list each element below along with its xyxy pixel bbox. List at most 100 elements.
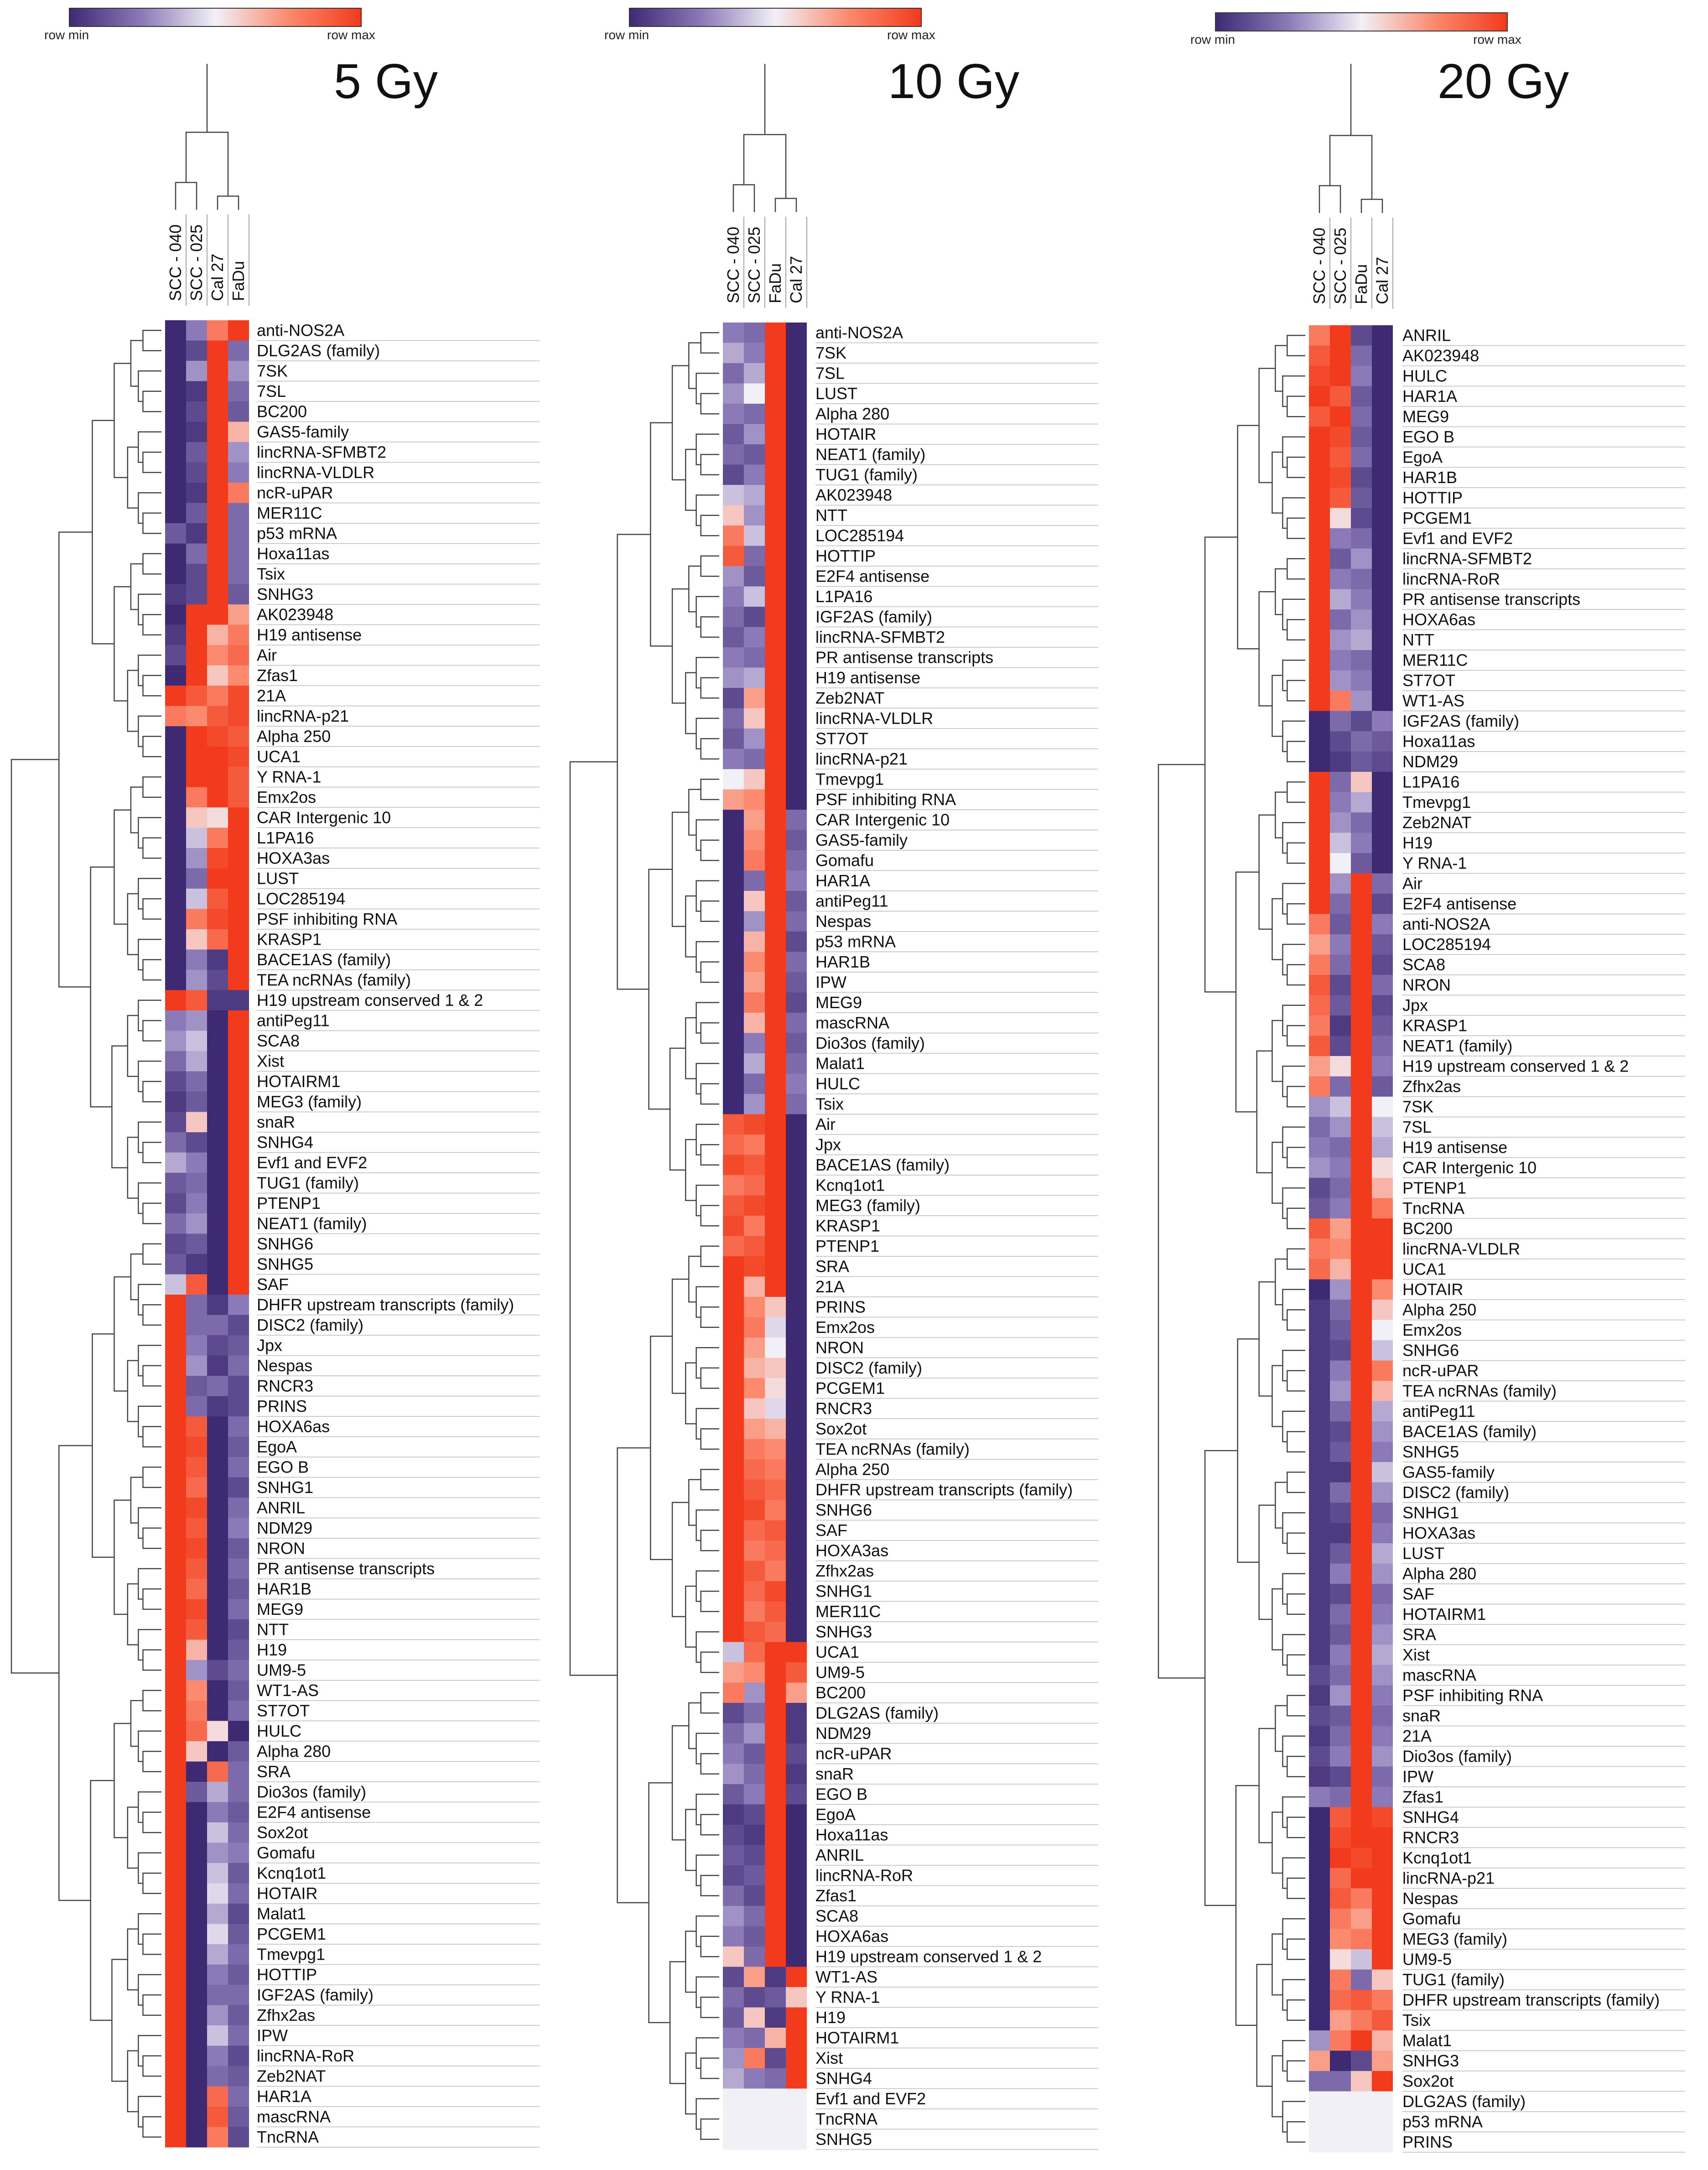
dendrogram-branch: [696, 494, 719, 526]
row-label: PSF inhibiting RNA: [1402, 1686, 1543, 1705]
dendrogram-branch: [1282, 1918, 1305, 1950]
heatmap-cell: [1351, 1401, 1372, 1422]
heatmap-cell: [207, 1518, 228, 1539]
dendrogram-branch: [217, 195, 239, 210]
heatmap-cell: [1372, 1847, 1393, 1868]
row-label: Hoxa11as: [1402, 732, 1475, 751]
heatmap-cell: [1372, 914, 1393, 935]
heatmap-cell: [1309, 1624, 1330, 1645]
dendrogram-branch: [142, 1202, 161, 1224]
heatmap-cell: [228, 1701, 249, 1721]
heatmap-cell: [186, 645, 207, 666]
row-label: HOTAIR: [257, 1884, 317, 1903]
heatmap-cell: [786, 1540, 807, 1561]
heatmap-cell: [765, 1398, 786, 1419]
heatmap-cell: [186, 442, 207, 463]
heatmap-cell: [744, 505, 765, 526]
heatmap-cell: [228, 2025, 249, 2046]
heatmap-cell: [723, 870, 744, 891]
row-label: SNHG4: [1402, 1808, 1459, 1827]
heatmap-cell: [1351, 1178, 1372, 1198]
dendrogram-branch: [1272, 1811, 1283, 1874]
heatmap-cell: [1372, 2071, 1393, 2092]
row-label: IGF2AS (family): [815, 608, 932, 626]
row-label: anti-NOS2A: [257, 321, 344, 340]
heatmap-cell: [765, 667, 786, 688]
dendrogram-branch: [685, 1017, 696, 1079]
dendrogram-branch: [114, 1499, 131, 1615]
dendrogram-branch: [1287, 903, 1305, 925]
row-label: SNHG5: [257, 1255, 313, 1274]
heatmap-cell: [1309, 1787, 1330, 1807]
heatmap-cell: [723, 1682, 744, 1703]
dendrogram-branch: [142, 837, 161, 859]
heatmap-cell: [207, 2086, 228, 2107]
heatmap-cell: [744, 1581, 765, 1602]
heatmap-cell: [744, 1926, 765, 1947]
heatmap-cell: [165, 1660, 186, 1681]
dendrogram-branch: [700, 616, 719, 638]
row-label: UCA1: [257, 747, 301, 766]
heatmap-cell: [1330, 1279, 1351, 1300]
heatmap-cell: [723, 1845, 744, 1866]
dendrogram-branch: [671, 365, 689, 481]
heatmap-cell: [228, 503, 249, 524]
heatmap-cell: [744, 1216, 765, 1236]
row-label: TEA ncRNAs (family): [815, 1440, 970, 1458]
panel-title: 5 Gy: [334, 53, 438, 109]
heatmap-cell: [1372, 1279, 1393, 1300]
heatmap-cell: [1309, 1239, 1330, 1259]
heatmap-cell: [786, 810, 807, 830]
heatmap-cell: [744, 1337, 765, 1358]
heatmap-cell: [786, 546, 807, 567]
heatmap-cell: [1372, 1239, 1393, 1259]
row-label: Emx2os: [1402, 1321, 1462, 1339]
heatmap-cell: [165, 1863, 186, 1884]
heatmap-cell: [744, 1561, 765, 1582]
heatmap-cell: [1330, 1360, 1351, 1381]
heatmap-cell: [165, 827, 186, 848]
row-label: Tsix: [815, 1095, 844, 1114]
heatmap-cell: [165, 1233, 186, 1254]
dendrogram-branch: [1282, 944, 1305, 976]
heatmap-cell: [186, 909, 207, 930]
row-label: HOTAIR: [1402, 1280, 1463, 1299]
heatmap-cell: [165, 1416, 186, 1437]
row-label: PCGEM1: [1402, 509, 1472, 527]
dendrogram-branch: [700, 1245, 719, 1267]
dendrogram-branch: [1282, 1573, 1305, 1605]
heatmap-cell: [165, 1457, 186, 1478]
dendrogram-branch: [685, 2052, 696, 2115]
heatmap-cell: [723, 1053, 744, 1074]
heatmap-cell: [1309, 1604, 1330, 1625]
heatmap-cell: [786, 931, 807, 952]
row-label: Y RNA-1: [815, 1988, 880, 2007]
heatmap-cell: [1372, 1441, 1393, 1462]
heatmap-cell: [1309, 1563, 1330, 1584]
row-label: Y RNA-1: [1402, 854, 1467, 873]
heatmap-cell: [723, 1094, 744, 1114]
row-label: HOTTIP: [1402, 489, 1463, 507]
heatmap-cell: [1330, 1868, 1351, 1889]
heatmap-cell: [723, 505, 744, 526]
row-label: Hoxa11as: [257, 544, 329, 563]
heatmap-cell: [165, 361, 186, 381]
heatmap-cell: [1309, 1706, 1330, 1726]
heatmap-cell: [207, 929, 228, 950]
heatmap-cell: [723, 444, 744, 465]
heatmap-cell: [1372, 833, 1393, 853]
heatmap-cell: [744, 749, 765, 770]
heatmap-cell: [786, 1094, 807, 1114]
heatmap-cell: [1351, 589, 1372, 610]
heatmap-cell: [207, 686, 228, 706]
row-label: SNHG3: [1402, 2051, 1459, 2070]
heatmap-cell: [1309, 589, 1330, 610]
heatmap-cell: [1309, 2050, 1330, 2071]
row-label: Alpha 280: [815, 405, 889, 423]
heatmap-cell: [1351, 691, 1372, 711]
heatmap-cell: [165, 503, 186, 524]
heatmap-cell: [186, 1782, 207, 1802]
row-label: MEG3 (family): [815, 1196, 920, 1215]
heatmap-cell: [1351, 1503, 1372, 1523]
dendrogram-branch: [142, 614, 161, 635]
